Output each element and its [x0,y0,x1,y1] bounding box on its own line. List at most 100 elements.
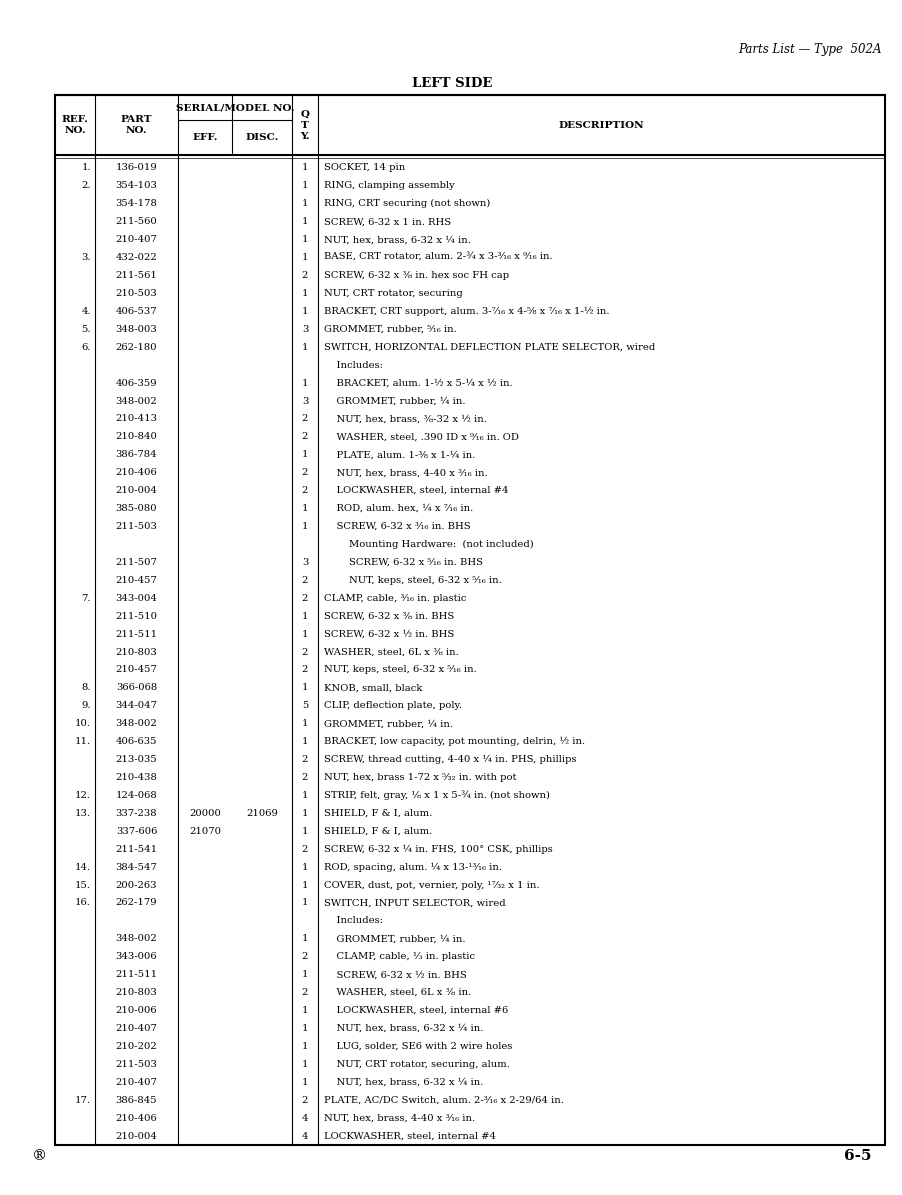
Text: 354-103: 354-103 [115,182,157,190]
Text: 1: 1 [301,1042,308,1050]
Text: CLAMP, cable, ⅓ in. plastic: CLAMP, cable, ⅓ in. plastic [324,952,474,961]
Text: NUT, hex, brass, 6-32 x ¼ in.: NUT, hex, brass, 6-32 x ¼ in. [324,1024,483,1032]
Text: 136-019: 136-019 [115,164,157,172]
Text: 9.: 9. [81,701,91,710]
Text: NUT, CRT rotator, securing, alum.: NUT, CRT rotator, securing, alum. [324,1060,510,1068]
Text: 348-002: 348-002 [115,934,157,943]
Text: 2: 2 [301,1096,308,1104]
Text: WASHER, steel, 6L x ⅜ in.: WASHER, steel, 6L x ⅜ in. [324,988,471,997]
Text: EFF.: EFF. [192,133,217,142]
Text: 432-022: 432-022 [115,253,157,262]
Text: GROMMET, rubber, ⁵⁄₁₆ in.: GROMMET, rubber, ⁵⁄₁₆ in. [324,325,456,333]
Text: 11.: 11. [75,737,91,746]
Text: 210-840: 210-840 [115,433,157,441]
Text: 210-407: 210-407 [115,1024,157,1032]
Text: GROMMET, rubber, ¼ in.: GROMMET, rubber, ¼ in. [324,934,465,943]
Text: 384-547: 384-547 [115,863,157,871]
Text: GROMMET, rubber, ¼ in.: GROMMET, rubber, ¼ in. [324,397,465,405]
Text: 2: 2 [301,845,308,853]
Text: 211-503: 211-503 [115,522,157,531]
Text: 1: 1 [301,899,308,907]
Text: 1: 1 [301,217,308,226]
Text: 337-606: 337-606 [115,827,157,835]
Text: 2: 2 [301,486,308,495]
Text: 210-457: 210-457 [115,666,157,674]
Text: 1: 1 [301,343,308,351]
Text: 210-004: 210-004 [115,486,157,495]
Text: KNOB, small, black: KNOB, small, black [324,684,422,692]
Text: Includes:: Includes: [324,917,382,925]
Text: 1: 1 [301,827,308,835]
Text: LOCKWASHER, steel, internal #4: LOCKWASHER, steel, internal #4 [324,1132,495,1140]
Text: 20000: 20000 [189,809,221,817]
Text: SCREW, 6-32 x ¼ in. FHS, 100° CSK, phillips: SCREW, 6-32 x ¼ in. FHS, 100° CSK, phill… [324,845,552,854]
Text: 3: 3 [301,325,308,333]
Text: 1: 1 [301,630,308,638]
Text: 2: 2 [301,755,308,764]
Text: SHIELD, F & I, alum.: SHIELD, F & I, alum. [324,827,432,835]
Text: SCREW, 6-32 x ³⁄₁₆ in. BHS: SCREW, 6-32 x ³⁄₁₆ in. BHS [324,522,470,531]
Text: PART
NO.: PART NO. [121,115,152,135]
Text: SERIAL/MODEL NO.: SERIAL/MODEL NO. [176,103,294,112]
Text: 210-803: 210-803 [115,648,157,656]
Text: 3: 3 [301,397,308,405]
Text: 1: 1 [301,164,308,172]
Text: Q
T
Y.: Q T Y. [299,110,309,141]
Text: 124-068: 124-068 [115,791,157,799]
Text: 262-180: 262-180 [115,343,157,351]
Text: NUT, CRT rotator, securing: NUT, CRT rotator, securing [324,289,462,298]
Text: 6-5: 6-5 [843,1150,871,1163]
Text: 348-002: 348-002 [115,719,157,728]
Text: ®: ® [32,1150,47,1163]
Text: SCREW, 6-32 x ½ in. BHS: SCREW, 6-32 x ½ in. BHS [324,630,454,638]
Text: 343-004: 343-004 [115,594,157,602]
Text: 210-503: 210-503 [115,289,157,298]
Text: 211-507: 211-507 [115,558,157,566]
Text: 1: 1 [301,200,308,208]
Text: NUT, hex, brass, 4-40 x ³⁄₁₆ in.: NUT, hex, brass, 4-40 x ³⁄₁₆ in. [324,1114,474,1122]
Text: 210-413: 210-413 [115,415,157,423]
Text: 344-047: 344-047 [115,701,157,710]
Text: 1: 1 [301,791,308,799]
Text: 3: 3 [301,558,308,566]
Text: 1: 1 [301,612,308,620]
Text: 1: 1 [301,737,308,746]
Text: 7.: 7. [81,594,91,602]
Text: NUT, keps, steel, 6-32 x ⁵⁄₁₆ in.: NUT, keps, steel, 6-32 x ⁵⁄₁₆ in. [324,666,476,674]
Text: LOCKWASHER, steel, internal #4: LOCKWASHER, steel, internal #4 [324,486,508,495]
Text: 8.: 8. [81,684,91,692]
Text: BRACKET, alum. 1-½ x 5-¼ x ½ in.: BRACKET, alum. 1-½ x 5-¼ x ½ in. [324,379,512,387]
Text: 4: 4 [301,1132,308,1140]
Text: NUT, keps, steel, 6-32 x ⁵⁄₁₆ in.: NUT, keps, steel, 6-32 x ⁵⁄₁₆ in. [324,576,502,584]
Text: 366-068: 366-068 [115,684,157,692]
Text: NUT, hex, brass, ⅜-32 x ½ in.: NUT, hex, brass, ⅜-32 x ½ in. [324,415,486,423]
Text: NUT, hex, brass, 6-32 x ¼ in.: NUT, hex, brass, 6-32 x ¼ in. [324,235,470,244]
Text: 210-438: 210-438 [115,773,157,782]
Text: Mounting Hardware:  (not included): Mounting Hardware: (not included) [324,540,533,549]
Text: 2: 2 [301,773,308,782]
Text: COVER, dust, pot, vernier, poly, ¹⁷⁄₃₂ x 1 in.: COVER, dust, pot, vernier, poly, ¹⁷⁄₃₂ x… [324,881,538,889]
Text: 262-179: 262-179 [115,899,157,907]
Text: 210-406: 210-406 [115,1114,157,1122]
Text: WASHER, steel, 6L x ⅜ in.: WASHER, steel, 6L x ⅜ in. [324,648,458,656]
Text: Parts List — Type  502A: Parts List — Type 502A [738,43,881,56]
Text: WASHER, steel, .390 ID x ⁹⁄₁₆ in. OD: WASHER, steel, .390 ID x ⁹⁄₁₆ in. OD [324,433,519,441]
Text: 16.: 16. [75,899,91,907]
Text: 2: 2 [301,648,308,656]
Text: SHIELD, F & I, alum.: SHIELD, F & I, alum. [324,809,432,817]
Text: 2: 2 [301,952,308,961]
Text: 406-537: 406-537 [115,307,157,315]
Text: BRACKET, low capacity, pot mounting, delrin, ½ in.: BRACKET, low capacity, pot mounting, del… [324,737,584,747]
Text: 343-006: 343-006 [115,952,157,961]
Text: 2: 2 [301,468,308,477]
Text: 1: 1 [301,289,308,298]
Text: 210-457: 210-457 [115,576,157,584]
Text: 4.: 4. [81,307,91,315]
Text: 1: 1 [301,684,308,692]
Text: BRACKET, CRT support, alum. 3-⁷⁄₁₆ x 4-⁵⁄₈ x ⁷⁄₁₆ x 1-½ in.: BRACKET, CRT support, alum. 3-⁷⁄₁₆ x 4-⁵… [324,307,609,315]
Text: SCREW, 6-32 x ⁵⁄₁₆ in. BHS: SCREW, 6-32 x ⁵⁄₁₆ in. BHS [324,558,483,566]
Text: 1: 1 [301,1060,308,1068]
Text: SWITCH, HORIZONTAL DEFLECTION PLATE SELECTOR, wired: SWITCH, HORIZONTAL DEFLECTION PLATE SELE… [324,343,655,351]
Text: 14.: 14. [75,863,91,871]
Text: 210-004: 210-004 [115,1132,157,1140]
